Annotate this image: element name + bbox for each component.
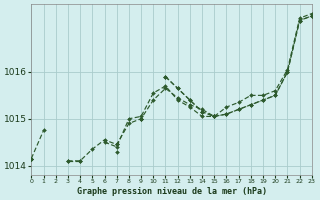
X-axis label: Graphe pression niveau de la mer (hPa): Graphe pression niveau de la mer (hPa) [76, 187, 267, 196]
